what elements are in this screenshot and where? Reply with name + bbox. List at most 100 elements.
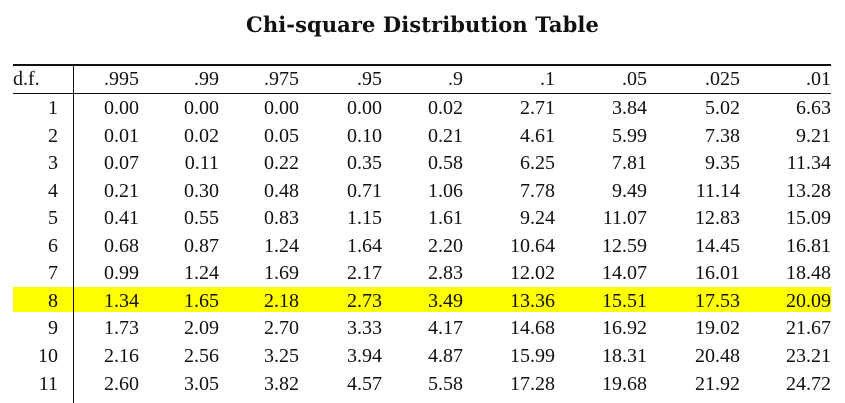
value-cell: 1.06 [428,179,463,202]
table-row: 8 1.34 1.65 2.18 2.73 3.49 13.36 15.51 17.53 20.0… [0,288,845,315]
value-cell: 0.07 [104,152,139,175]
value-cell: 2.18 [264,289,299,312]
df-column-divider [73,64,74,403]
value-cell: 2.60 [104,372,139,395]
header-cell: .1 [540,68,555,90]
value-cell: 5.02 [705,97,740,119]
df-cell: 7 [48,262,58,285]
df-cell: 11 [38,372,58,395]
header-cell: .995 [104,68,139,90]
value-cell: 13.28 [786,179,831,202]
value-cell: 3.84 [612,97,647,119]
value-cell: 2.70 [264,317,299,340]
df-cell: 10 [38,344,58,367]
value-cell: 0.83 [264,207,299,230]
value-cell: 6.25 [520,152,555,175]
value-cell: 18.48 [786,262,831,285]
table-row: 9 1.73 2.09 2.70 3.33 4.17 14.68 16.92 19.02 21.6… [0,315,845,342]
header-row: d.f. .995 .99 .975 .95 .9 .1 .05 .025 .0… [0,66,845,93]
df-cell: 2 [48,124,58,147]
df-cell: 9 [48,317,58,340]
value-cell: 3.25 [264,344,299,367]
value-cell: 0.21 [428,124,463,147]
highlighted-row-band [13,286,831,312]
value-cell: 15.09 [786,207,831,230]
value-cell: 23.21 [786,344,831,367]
value-cell: 12.83 [695,207,740,230]
df-cell: 8 [48,289,58,312]
value-cell: 0.41 [104,207,139,230]
header-cell: .01 [806,68,831,90]
value-cell: 16.92 [602,317,647,340]
value-cell: 14.68 [510,317,555,340]
value-cell: 2.16 [104,344,139,367]
value-cell: 3.33 [347,317,382,340]
df-cell: 4 [48,179,58,202]
value-cell: 12.02 [510,262,555,285]
value-cell: 19.02 [695,317,740,340]
value-cell: 0.35 [347,152,382,175]
value-cell: 3.05 [184,372,219,395]
table-row: 2 0.01 0.02 0.05 0.10 0.21 4.61 5.99 7.38 9.21 [0,123,845,150]
value-cell: 0.87 [184,234,219,257]
value-cell: 0.02 [428,97,463,119]
value-cell: 2.17 [347,262,382,285]
value-cell: 2.56 [184,344,219,367]
value-cell: 18.31 [602,344,647,367]
value-cell: 0.05 [264,124,299,147]
value-cell: 1.24 [184,262,219,285]
value-cell: 0.10 [347,124,382,147]
value-cell: 1.15 [347,207,382,230]
value-cell: 1.65 [184,289,219,312]
header-cell-df: d.f. [13,68,40,90]
value-cell: 0.21 [104,179,139,202]
df-cell: 1 [48,97,58,119]
value-cell: 3.82 [264,372,299,395]
table-row: 7 0.99 1.24 1.69 2.17 2.83 12.02 14.07 16.01 18.4… [0,260,845,287]
value-cell: 0.99 [104,262,139,285]
value-cell: 11.14 [695,179,740,202]
value-cell: 9.24 [520,207,555,230]
df-cell: 6 [48,234,58,257]
value-cell: 4.17 [428,317,463,340]
value-cell: 4.57 [347,372,382,395]
value-cell: 11.07 [602,207,647,230]
header-cell: .99 [194,68,219,90]
value-cell: 0.00 [184,97,219,119]
value-cell: 0.02 [184,124,219,147]
value-cell: 20.48 [695,344,740,367]
table-row: 6 0.68 0.87 1.24 1.64 2.20 10.64 12.59 14.45 16.8… [0,233,845,260]
value-cell: 2.71 [520,97,555,119]
value-cell: 4.87 [428,344,463,367]
value-cell: 0.68 [104,234,139,257]
value-cell: 20.09 [786,289,831,312]
value-cell: 0.30 [184,179,219,202]
header-rule [13,93,831,94]
value-cell: 1.24 [264,234,299,257]
value-cell: 17.53 [695,289,740,312]
value-cell: 19.68 [602,372,647,395]
value-cell: 2.09 [184,317,219,340]
header-cell: .95 [357,68,382,90]
value-cell: 2.20 [428,234,463,257]
value-cell: 13.36 [510,289,555,312]
df-cell: 3 [48,152,58,175]
value-cell: 1.61 [428,207,463,230]
value-cell: 21.92 [695,372,740,395]
value-cell: 1.64 [347,234,382,257]
header-cell: .025 [705,68,740,90]
value-cell: 0.01 [104,124,139,147]
value-cell: 21.67 [786,317,831,340]
value-cell: 2.83 [428,262,463,285]
value-cell: 7.38 [705,124,740,147]
table-row: 4 0.21 0.30 0.48 0.71 1.06 7.78 9.49 11.14 13.28 [0,178,845,205]
value-cell: 9.49 [612,179,647,202]
value-cell: 0.48 [264,179,299,202]
value-cell: 0.22 [264,152,299,175]
top-rule [13,64,831,66]
value-cell: 16.81 [786,234,831,257]
value-cell: 0.11 [184,152,219,175]
value-cell: 16.01 [695,262,740,285]
value-cell: 10.64 [510,234,555,257]
